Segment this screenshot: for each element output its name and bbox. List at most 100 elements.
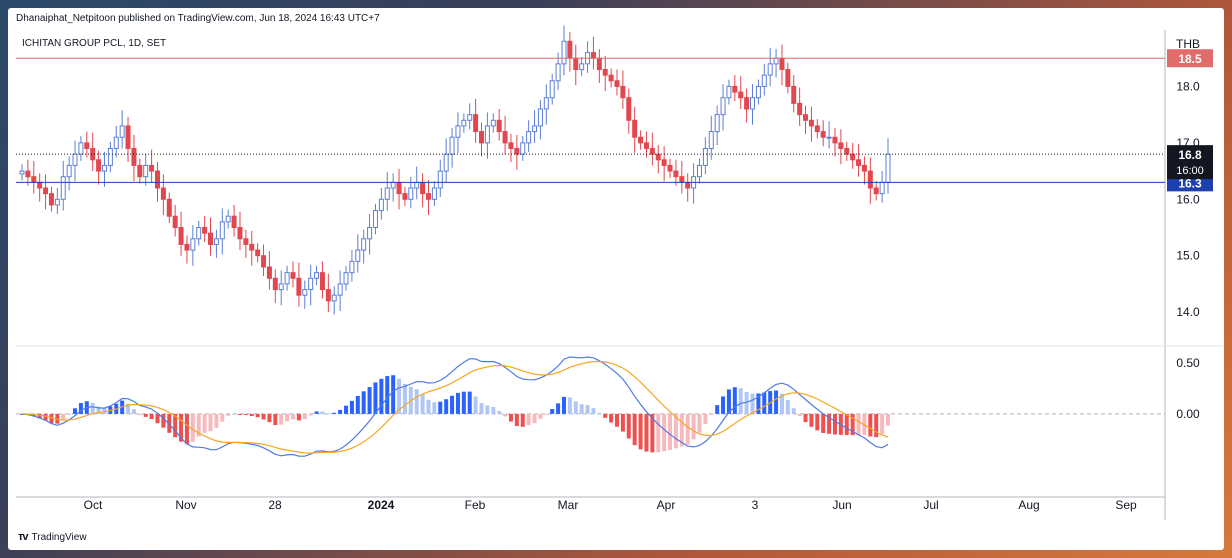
candle-body (856, 159, 862, 166)
price-tick-label: 15.0 (1176, 249, 1200, 263)
macd-histogram-bar (338, 409, 343, 414)
candle-body (514, 148, 520, 155)
candle-body (437, 170, 443, 189)
candle-body (243, 238, 249, 245)
macd-histogram-bar (774, 390, 779, 414)
macd-histogram-bar (856, 413, 861, 436)
price-tick-label: 16.0 (1176, 192, 1200, 206)
macd-histogram-bar (137, 413, 142, 416)
macd-histogram-bar (721, 396, 726, 414)
candle-body (43, 187, 49, 195)
candle-body (202, 227, 208, 234)
macd-histogram-bar (538, 413, 543, 419)
candle-body (579, 63, 585, 71)
candle-body (378, 198, 384, 212)
macd-histogram-bar (503, 413, 508, 417)
candle-body (714, 114, 720, 133)
candle-body (467, 114, 473, 121)
macd-histogram-bar (302, 413, 307, 420)
time-tick-label: Sep (1115, 498, 1137, 512)
candle-body (196, 227, 202, 240)
macd-histogram-bar (638, 413, 643, 450)
candle-body (125, 125, 131, 150)
macd-histogram-bar (520, 413, 525, 427)
candle-body (225, 215, 231, 223)
candle-body (425, 193, 431, 200)
time-tick-label: Oct (84, 498, 103, 512)
macd-histogram-bar (679, 413, 684, 447)
macd-histogram-bar (603, 413, 608, 418)
macd-line (21, 356, 889, 457)
candle-body (184, 243, 190, 251)
macd-histogram-bar (673, 413, 678, 449)
candle-body (614, 80, 620, 87)
macd-histogram-bar (61, 413, 66, 420)
candle-body (396, 181, 402, 195)
candle-body (78, 142, 84, 155)
candle-body (820, 131, 826, 138)
candle-body (555, 63, 561, 82)
candle-body (166, 198, 172, 217)
candle-body (219, 221, 225, 240)
candle-body (302, 289, 308, 296)
candle-body (154, 170, 160, 189)
candle-body (249, 243, 255, 251)
candle-body (278, 283, 284, 291)
macd-histogram-bar (573, 401, 578, 414)
macd-histogram-bar (632, 413, 637, 446)
macd-histogram-bar (668, 413, 673, 450)
candle-body (543, 97, 549, 110)
time-tick-label: Feb (465, 498, 486, 512)
macd-histogram-bar (491, 406, 496, 414)
candle-body (131, 148, 137, 166)
macd-histogram-bar (102, 408, 107, 414)
candle-body (797, 102, 803, 116)
macd-histogram-bar (243, 413, 248, 415)
macd-histogram-bar (167, 413, 172, 433)
candle-body (814, 125, 820, 133)
candle-body (284, 272, 290, 285)
candle-body (755, 85, 761, 99)
macd-histogram-bar (78, 403, 83, 414)
candle-body (537, 108, 543, 127)
candle-body (608, 74, 614, 82)
macd-histogram-bar (73, 408, 78, 414)
candle-body (266, 266, 272, 279)
time-tick-label: 3 (752, 498, 759, 512)
candle-body (738, 91, 744, 99)
macd-histogram-bar (497, 411, 502, 414)
time-tick-label: Jun (832, 498, 851, 512)
macd-histogram-bar (308, 413, 313, 416)
candle-body (867, 170, 873, 189)
candle-body (408, 187, 414, 200)
candle-body (37, 181, 43, 189)
candle-body (673, 170, 679, 178)
macd-histogram-bar (815, 413, 820, 431)
candle-body (178, 227, 184, 245)
tradingview-brand[interactable]: ᴛᴠ TradingView (18, 531, 87, 543)
macd-histogram-bar (320, 411, 325, 414)
candle-body (803, 114, 809, 121)
candle-body (72, 153, 78, 166)
candle-body (390, 181, 396, 189)
macd-histogram-bar (656, 413, 661, 453)
candle-body (19, 170, 25, 175)
candle-body (290, 272, 296, 279)
candle-body (319, 272, 325, 291)
candle-body (361, 238, 367, 251)
candlestick-chart[interactable]: ICHITAN GROUP PCL, 1D, SET THB 14.0 15.0 16.… (8, 8, 1224, 550)
candle-body (573, 57, 579, 71)
chart-frame: Dhanaiphat_Netpitoon published on Tradin… (8, 8, 1224, 550)
macd-histogram-bar (821, 413, 826, 433)
candle-body (31, 176, 37, 183)
macd-histogram-bar (762, 392, 767, 414)
candle-body (508, 142, 514, 150)
candle-body (832, 136, 838, 144)
macd-histogram-bar (214, 413, 219, 428)
candle-body (231, 215, 237, 228)
candle-body (750, 97, 756, 110)
macd-histogram-bar (526, 413, 531, 426)
macd-histogram-bar (685, 413, 690, 445)
macd-histogram-bar (691, 413, 696, 440)
macd-histogram-bar (809, 413, 814, 427)
